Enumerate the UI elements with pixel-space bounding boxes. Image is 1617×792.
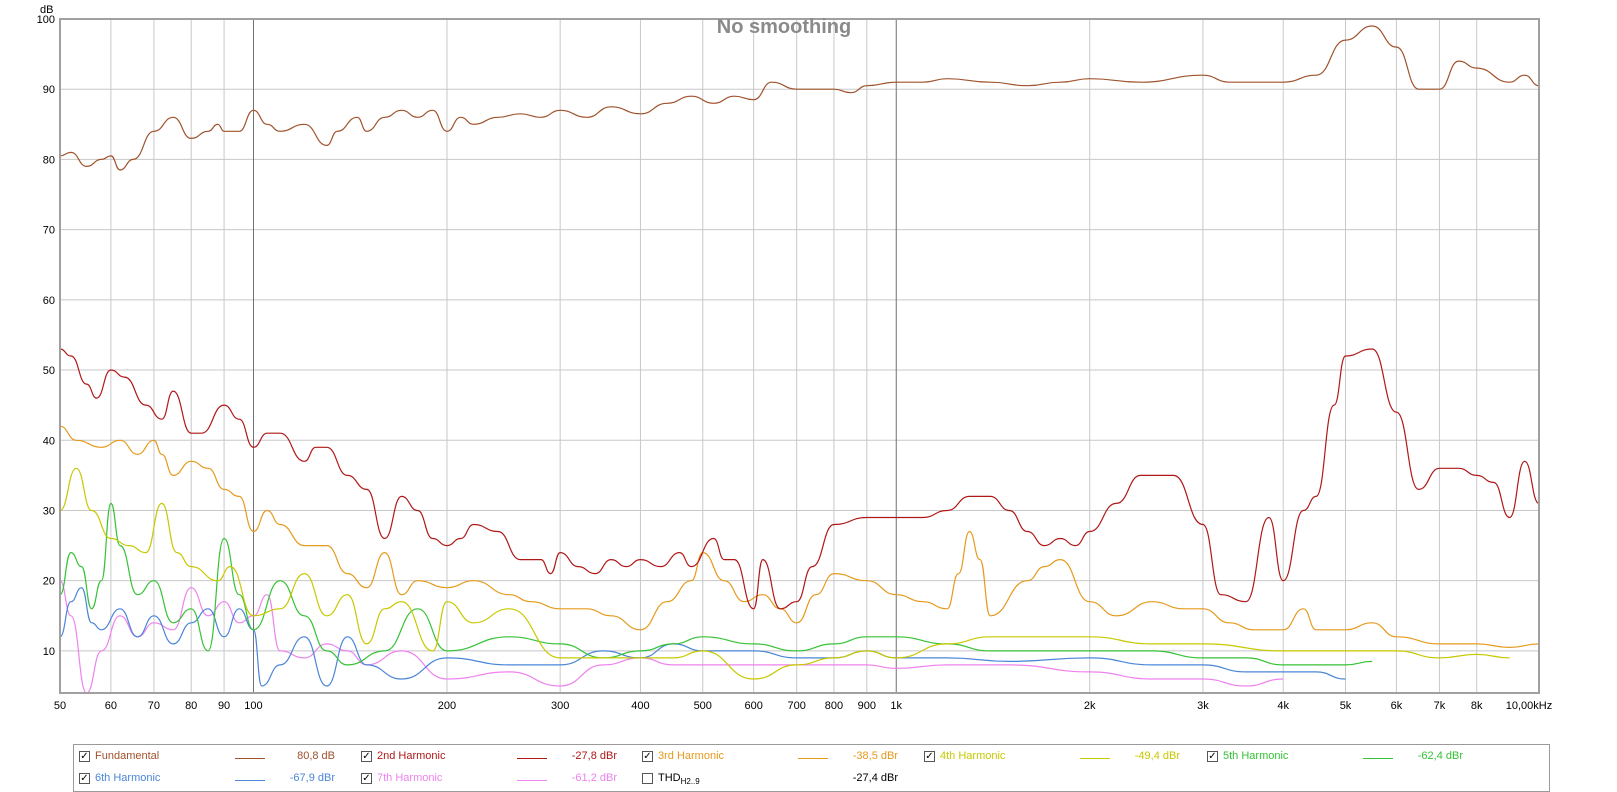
- x-tick-label: 700: [788, 700, 806, 712]
- legend: ✓ Fundamental 80,8 dB ✓ 2nd Harmonic -27,8 dB…: [73, 744, 1550, 792]
- x-tick-label: 70: [148, 700, 160, 712]
- x-tick-label: 5k: [1340, 700, 1352, 712]
- y-axis-label: dB: [40, 4, 53, 16]
- legend-swatch: [235, 780, 265, 781]
- x-tick-label: 90: [218, 700, 230, 712]
- x-tick-label: 200: [438, 700, 456, 712]
- x-tick-label: 1k: [890, 700, 902, 712]
- x-tick-label: 600: [744, 700, 762, 712]
- legend-value: -27,4 dBr: [852, 772, 898, 784]
- x-tick-label: 400: [631, 700, 649, 712]
- plot-frame: [59, 18, 1540, 694]
- chart-svg: 10 20 30 40 50 60 70 80 90 100 50 60 70 80 90 100 200 30…: [37, 4, 1553, 712]
- legend-checkbox[interactable]: ✓: [924, 751, 935, 762]
- series-line-5th-harmonic: [60, 502, 1373, 666]
- x-tick-label: 500: [694, 700, 712, 712]
- legend-checkbox[interactable]: ✓: [642, 751, 653, 762]
- legend-item-2nd-harmonic: ✓ 2nd Harmonic -27,8 dBr: [361, 749, 631, 767]
- x-tick-label: 7k: [1434, 700, 1446, 712]
- legend-swatch: [517, 758, 547, 759]
- legend-value: -67,9 dBr: [289, 772, 335, 784]
- legend-value: -62,4 dBr: [1417, 750, 1463, 762]
- legend-swatch: [235, 758, 265, 759]
- y-tick-label: 60: [43, 295, 55, 307]
- legend-swatch: [1363, 758, 1393, 759]
- series-line-6th-harmonic: [60, 587, 1346, 687]
- legend-label: 7th Harmonic: [377, 772, 443, 784]
- legend-checkbox[interactable]: ✓: [1207, 751, 1218, 762]
- legend-label: THDH2..9: [658, 772, 700, 787]
- y-tick-label: 90: [43, 84, 55, 96]
- legend-checkbox[interactable]: [642, 773, 653, 784]
- y-tick-label: 10: [43, 646, 55, 658]
- x-tick-label: 300: [551, 700, 569, 712]
- legend-label: 3rd Harmonic: [658, 750, 725, 762]
- legend-item-5th-harmonic: ✓ 5th Harmonic -62,4 dBr: [1207, 749, 1477, 767]
- legend-swatch: [798, 758, 828, 759]
- x-tick-label: 4k: [1277, 700, 1289, 712]
- x-tick-label: 3k: [1197, 700, 1209, 712]
- legend-label: 5th Harmonic: [1223, 750, 1289, 762]
- x-tick-label: 800: [825, 700, 843, 712]
- legend-value: -61,2 dBr: [571, 772, 617, 784]
- series-line-4th-harmonic: [60, 467, 1510, 680]
- legend-item-6th-harmonic: ✓ 6th Harmonic -67,9 dBr: [79, 771, 349, 789]
- y-axis: 10 20 30 40 50 60 70 80 90 100: [37, 14, 55, 658]
- y-tick-label: 20: [43, 576, 55, 588]
- legend-value: -38,5 dBr: [852, 750, 898, 762]
- legend-label: 6th Harmonic: [95, 772, 161, 784]
- series-line-fundamental: [60, 25, 1539, 171]
- y-tick-label: 30: [43, 505, 55, 517]
- series-line-2nd-harmonic: [60, 348, 1539, 610]
- legend-swatch: [1080, 758, 1110, 759]
- legend-subscript: H2..9: [680, 777, 700, 787]
- y-tick-label: 40: [43, 435, 55, 447]
- y-tick-label: 80: [43, 154, 55, 166]
- legend-checkbox[interactable]: ✓: [361, 773, 372, 784]
- x-tick-label: 80: [185, 700, 197, 712]
- legend-label: 2nd Harmonic: [377, 750, 446, 762]
- legend-label: 4th Harmonic: [940, 750, 1006, 762]
- legend-swatch: [517, 780, 547, 781]
- legend-value: 80,8 dB: [297, 750, 335, 762]
- x-tick-label: 900: [858, 700, 876, 712]
- legend-item-7th-harmonic: ✓ 7th Harmonic -61,2 dBr: [361, 771, 631, 789]
- x-tick-label: 6k: [1391, 700, 1403, 712]
- legend-checkbox[interactable]: ✓: [79, 773, 90, 784]
- y-tick-label: 100: [37, 14, 55, 26]
- x-tick-label: 50: [54, 700, 66, 712]
- series-line-3rd-harmonic: [60, 425, 1539, 649]
- legend-item-thd: THDH2..9 -27,4 dBr: [642, 771, 912, 789]
- legend-item-3rd-harmonic: ✓ 3rd Harmonic -38,5 dBr: [642, 749, 912, 767]
- grid: [59, 18, 1540, 693]
- series-layer: [60, 25, 1539, 693]
- x-tick-label: 60: [105, 700, 117, 712]
- x-tick-label: 10,00kHz: [1506, 700, 1552, 712]
- y-tick-label: 50: [43, 365, 55, 377]
- x-axis: 50 60 70 80 90 100 200 300 400 500 600 700 800 900 1k 2…: [54, 700, 1552, 712]
- legend-checkbox[interactable]: ✓: [79, 751, 90, 762]
- x-tick-label: 2k: [1084, 700, 1096, 712]
- series-line-7th-harmonic: [60, 580, 1284, 693]
- x-tick-label: 100: [244, 700, 262, 712]
- x-tick-label: 8k: [1471, 700, 1483, 712]
- legend-item-4th-harmonic: ✓ 4th Harmonic -49,4 dBr: [924, 749, 1194, 767]
- legend-value: -49,4 dBr: [1134, 750, 1180, 762]
- legend-checkbox[interactable]: ✓: [361, 751, 372, 762]
- legend-value: -27,8 dBr: [571, 750, 617, 762]
- chart-title: No smoothing: [717, 16, 851, 38]
- y-tick-label: 70: [43, 225, 55, 237]
- legend-item-fundamental: ✓ Fundamental 80,8 dB: [79, 749, 349, 767]
- legend-label: Fundamental: [95, 750, 160, 762]
